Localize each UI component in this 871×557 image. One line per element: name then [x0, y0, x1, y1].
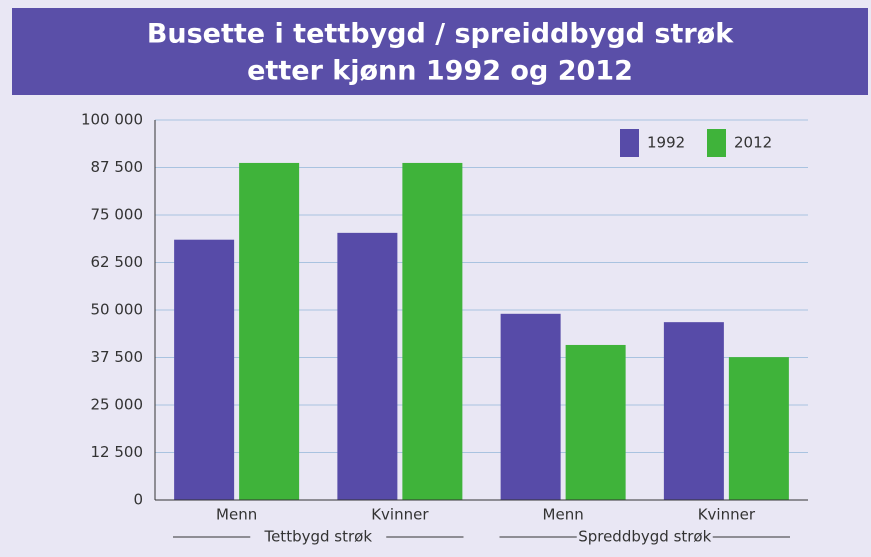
title-banner [12, 8, 868, 95]
group-label: Spreddbygd strøk [578, 528, 711, 546]
group-label: Tettbygd strøk [263, 528, 372, 546]
y-tick-label: 87 500 [91, 158, 144, 176]
x-tick-label: Kvinner [698, 506, 756, 524]
legend-label: 1992 [647, 134, 685, 152]
y-tick-label: 12 500 [91, 443, 144, 461]
bar [239, 162, 300, 500]
bar [174, 239, 235, 500]
bar [402, 162, 463, 500]
y-tick-label: 100 000 [81, 111, 143, 129]
y-tick-label: 25 000 [91, 396, 144, 414]
bar [500, 313, 561, 500]
x-tick-label: Menn [216, 506, 257, 524]
bar [565, 344, 626, 500]
x-tick-label: Menn [543, 506, 584, 524]
y-tick-label: 62 500 [91, 253, 144, 271]
y-tick-label: 37 500 [91, 348, 144, 366]
y-tick-label: 50 000 [91, 301, 144, 319]
y-tick-label: 75 000 [91, 206, 144, 224]
legend-swatch [707, 129, 726, 157]
x-tick-label: Kvinner [371, 506, 429, 524]
legend-label: 2012 [734, 134, 772, 152]
y-tick-label: 0 [133, 491, 143, 509]
bar [728, 357, 789, 500]
bar [337, 232, 398, 501]
bar [663, 322, 724, 500]
chart-title: etter kjønn 1992 og 2012 [247, 56, 633, 87]
legend-swatch [620, 129, 639, 157]
chart-title: Busette i tettbygd / spreiddbygd strøk [147, 19, 734, 50]
